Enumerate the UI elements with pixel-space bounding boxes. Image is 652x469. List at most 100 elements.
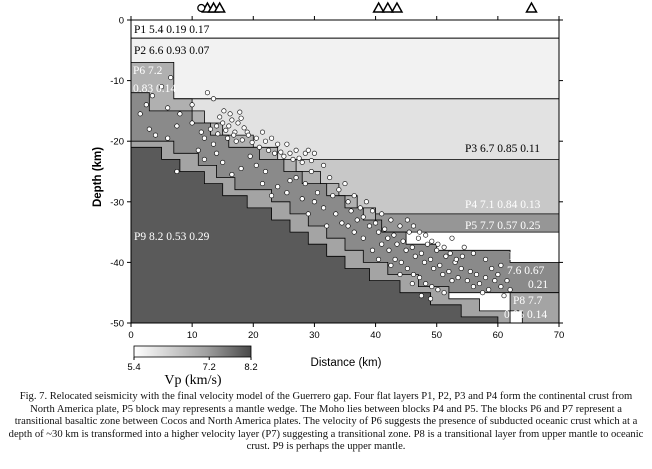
event-point bbox=[284, 190, 290, 196]
y-tick-label: 0 bbox=[119, 16, 124, 27]
y-axis-label: Depth (km) bbox=[92, 147, 104, 207]
event-point bbox=[428, 256, 434, 262]
event-point bbox=[174, 123, 180, 129]
event-point bbox=[392, 256, 398, 262]
event-point bbox=[428, 296, 434, 302]
colorbar-tick-label: 7.2 bbox=[203, 362, 216, 373]
station-triangle bbox=[525, 1, 538, 13]
event-point bbox=[440, 271, 446, 277]
event-point bbox=[417, 229, 423, 235]
event-point bbox=[435, 287, 441, 293]
event-point bbox=[376, 256, 382, 262]
event-point bbox=[397, 223, 403, 229]
event-point bbox=[177, 111, 183, 117]
event-point bbox=[424, 241, 430, 247]
event-point bbox=[165, 105, 171, 111]
event-point bbox=[351, 229, 357, 235]
event-point bbox=[429, 238, 435, 244]
event-point bbox=[437, 262, 443, 268]
y-tick-label: -10 bbox=[110, 76, 124, 87]
event-point bbox=[498, 284, 504, 290]
event-point bbox=[293, 147, 299, 153]
event-point bbox=[214, 150, 220, 156]
event-point bbox=[153, 132, 159, 138]
event-point bbox=[308, 158, 314, 164]
x-tick-label: 40 bbox=[370, 330, 381, 341]
event-point bbox=[302, 150, 308, 156]
event-point bbox=[435, 241, 441, 247]
event-point bbox=[492, 278, 498, 284]
event-point bbox=[453, 256, 459, 262]
event-point bbox=[287, 150, 293, 156]
event-point bbox=[410, 223, 416, 229]
event-point bbox=[410, 271, 416, 277]
event-point bbox=[247, 153, 253, 159]
layer-label-p2: P2 6.6 0.93 0.07 bbox=[134, 45, 210, 57]
event-point bbox=[275, 184, 281, 190]
event-point bbox=[311, 150, 317, 156]
event-point bbox=[446, 268, 452, 274]
layer-label-p5: P5 7.7 0.57 0.25 bbox=[465, 220, 541, 232]
event-point bbox=[249, 139, 255, 145]
velocity-layers bbox=[130, 19, 560, 324]
event-point bbox=[441, 244, 447, 250]
event-point bbox=[373, 220, 379, 226]
event-point bbox=[269, 193, 275, 199]
event-point bbox=[235, 120, 241, 126]
layer-label-p9: P9 8.2 0.53 0.29 bbox=[134, 231, 210, 243]
event-point bbox=[208, 126, 214, 132]
event-point bbox=[239, 137, 245, 143]
event-point bbox=[429, 284, 435, 290]
event-point bbox=[259, 129, 265, 135]
event-point bbox=[461, 244, 467, 250]
event-point bbox=[455, 275, 461, 281]
event-point bbox=[262, 138, 268, 144]
colorbar-label: Vp (km/s) bbox=[164, 373, 222, 388]
event-point bbox=[223, 127, 229, 133]
event-point bbox=[278, 149, 284, 155]
event-point bbox=[321, 162, 327, 168]
x-axis-label: Distance (km) bbox=[311, 357, 382, 369]
event-point bbox=[174, 169, 180, 175]
event-point bbox=[470, 284, 476, 290]
layer-label-p7-line: 0.21 bbox=[528, 279, 548, 291]
event-point bbox=[483, 275, 489, 281]
x-tick-label: 30 bbox=[309, 330, 320, 341]
event-point bbox=[299, 159, 305, 165]
layer-label-p7-line: 7.6 0.67 bbox=[507, 265, 545, 277]
event-point bbox=[434, 247, 440, 253]
event-point bbox=[149, 93, 155, 99]
event-point bbox=[417, 275, 423, 281]
event-point bbox=[204, 90, 210, 96]
event-point bbox=[394, 241, 400, 247]
event-point bbox=[498, 262, 504, 268]
event-point bbox=[262, 169, 268, 175]
event-point bbox=[403, 247, 409, 253]
x-tick-label: 0 bbox=[128, 330, 133, 341]
event-point bbox=[214, 123, 220, 129]
event-point bbox=[339, 220, 345, 226]
event-point bbox=[327, 175, 333, 181]
layer-label-p8-line: 0.85 0.14 bbox=[504, 309, 547, 321]
event-point bbox=[449, 278, 455, 284]
event-point bbox=[409, 281, 415, 287]
event-point bbox=[360, 214, 366, 220]
event-point bbox=[215, 131, 221, 137]
station-markers bbox=[197, 1, 538, 13]
event-point bbox=[321, 205, 327, 211]
event-point bbox=[227, 111, 233, 117]
event-point bbox=[386, 247, 392, 253]
event-point bbox=[336, 187, 342, 193]
event-point bbox=[284, 141, 290, 147]
event-point bbox=[237, 109, 243, 115]
event-point bbox=[333, 211, 339, 217]
event-point bbox=[308, 169, 314, 175]
event-point bbox=[489, 265, 495, 271]
station-triangle bbox=[381, 1, 395, 13]
event-point bbox=[299, 196, 305, 202]
colorbar-tick-label: 5.4 bbox=[127, 362, 140, 373]
event-point bbox=[189, 120, 195, 126]
event-point bbox=[311, 199, 317, 205]
event-point bbox=[423, 232, 429, 238]
event-point bbox=[220, 159, 226, 165]
